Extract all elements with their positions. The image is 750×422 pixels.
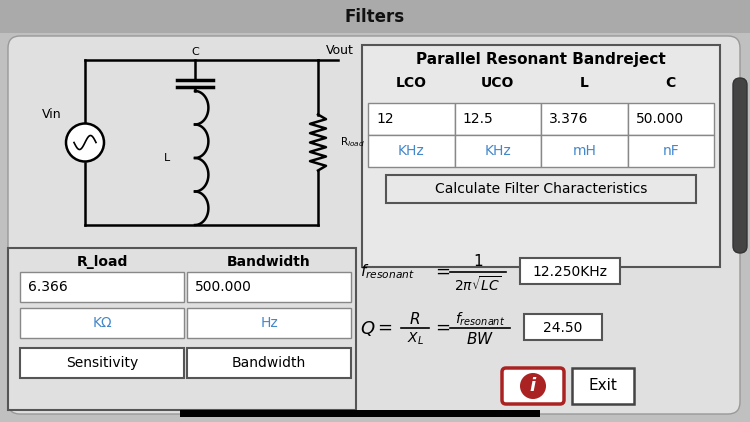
Text: Hz: Hz (260, 316, 278, 330)
Text: 12.250KHz: 12.250KHz (532, 265, 608, 279)
Text: 1: 1 (473, 254, 483, 270)
Text: 3.376: 3.376 (549, 112, 589, 126)
Bar (20, 308, 184, 338)
Bar (520, 258, 620, 284)
Text: =: = (377, 319, 392, 337)
FancyBboxPatch shape (502, 368, 564, 404)
FancyBboxPatch shape (733, 78, 747, 253)
Bar (362, 45, 720, 267)
Text: 12: 12 (376, 112, 394, 126)
Text: C: C (191, 47, 199, 57)
Bar (187, 348, 351, 378)
Bar (541, 103, 628, 135)
Text: KHz: KHz (398, 144, 424, 158)
Bar (628, 135, 714, 167)
Text: 50.000: 50.000 (635, 112, 684, 126)
Text: R$_{load}$: R$_{load}$ (340, 135, 364, 149)
Bar (187, 272, 351, 302)
Text: =: = (436, 319, 451, 337)
Bar (368, 103, 454, 135)
Bar (572, 368, 634, 404)
Text: i: i (530, 377, 536, 395)
Text: Sensitivity: Sensitivity (66, 356, 138, 370)
Bar (628, 103, 714, 135)
Text: UCO: UCO (481, 76, 514, 90)
Text: =: = (436, 263, 451, 281)
Text: 6.366: 6.366 (28, 280, 68, 294)
Text: Vin: Vin (42, 108, 62, 121)
Text: Parallel Resonant Bandreject: Parallel Resonant Bandreject (416, 51, 666, 67)
Bar (454, 103, 541, 135)
FancyBboxPatch shape (8, 36, 740, 414)
Text: Bandwidth: Bandwidth (227, 255, 310, 269)
Circle shape (520, 373, 546, 399)
Text: mH: mH (572, 144, 596, 158)
Text: KΩ: KΩ (92, 316, 112, 330)
Text: C: C (666, 76, 676, 90)
Text: $X_L$: $X_L$ (406, 331, 424, 347)
Text: nF: nF (662, 144, 680, 158)
Bar (8, 248, 356, 410)
Text: $R$: $R$ (410, 311, 421, 327)
Text: 24.50: 24.50 (543, 321, 583, 335)
Text: KHz: KHz (484, 144, 512, 158)
Text: Vout: Vout (326, 43, 354, 57)
Bar (187, 308, 351, 338)
Text: $f_{resonant}$: $f_{resonant}$ (360, 262, 415, 281)
Text: L: L (580, 76, 589, 90)
Text: $f_{resonant}$: $f_{resonant}$ (455, 310, 505, 328)
Circle shape (66, 124, 104, 162)
Bar (524, 314, 602, 340)
Bar (541, 135, 628, 167)
Bar (20, 348, 184, 378)
Bar (20, 272, 184, 302)
Bar (454, 135, 541, 167)
Text: $2\pi\sqrt{LC}$: $2\pi\sqrt{LC}$ (454, 276, 502, 295)
Bar (180, 410, 540, 417)
Bar (386, 175, 696, 203)
Text: R_load: R_load (76, 255, 128, 269)
Bar (0, 0, 750, 33)
Bar (368, 135, 454, 167)
Text: Calculate Filter Characteristics: Calculate Filter Characteristics (435, 182, 647, 196)
Text: 500.000: 500.000 (195, 280, 252, 294)
Text: $BW$: $BW$ (466, 331, 494, 347)
Text: 12.5: 12.5 (463, 112, 494, 126)
Text: Exit: Exit (589, 379, 617, 393)
Text: LCO: LCO (396, 76, 427, 90)
Text: $Q$: $Q$ (360, 319, 376, 338)
Text: L: L (164, 153, 170, 163)
Text: Bandwidth: Bandwidth (232, 356, 306, 370)
Text: Filters: Filters (345, 8, 405, 26)
